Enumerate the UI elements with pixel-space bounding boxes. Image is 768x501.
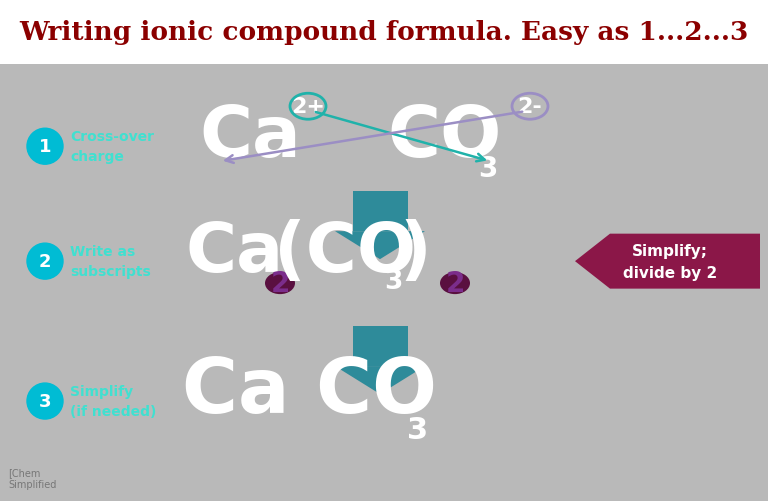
Text: Cross-over
charge: Cross-over charge [70,130,154,164]
Ellipse shape [440,273,470,295]
Text: 3: 3 [384,269,402,295]
Polygon shape [335,231,425,260]
Text: 3: 3 [408,415,429,444]
Text: [Chem
Simplified: [Chem Simplified [8,466,56,489]
Text: 2: 2 [38,253,51,271]
Text: (CO: (CO [274,218,416,285]
Text: 2-: 2- [518,97,542,117]
Circle shape [27,243,63,280]
Text: 3: 3 [478,155,498,183]
Polygon shape [335,366,425,394]
Ellipse shape [265,273,295,295]
Text: Write as
subscripts: Write as subscripts [70,245,151,279]
Polygon shape [575,234,760,289]
Text: 2+: 2+ [291,97,325,117]
Text: Simplify
(if needed): Simplify (if needed) [70,385,157,418]
Text: 1: 1 [38,138,51,156]
Text: Ca: Ca [199,103,301,171]
Text: Writing ionic compound formula. Easy as 1...2...3: Writing ionic compound formula. Easy as … [19,20,749,45]
Text: Simplify;
divide by 2: Simplify; divide by 2 [623,243,717,280]
Text: 3: 3 [38,392,51,410]
Text: Ca CO: Ca CO [183,354,438,428]
Text: 2: 2 [445,270,465,298]
Text: ): ) [399,218,431,285]
Circle shape [27,129,63,165]
Text: 2: 2 [270,270,290,298]
Bar [353,192,408,231]
Bar [353,327,408,366]
Text: Ca: Ca [186,218,284,285]
Text: CO: CO [388,103,502,171]
Circle shape [27,383,63,419]
